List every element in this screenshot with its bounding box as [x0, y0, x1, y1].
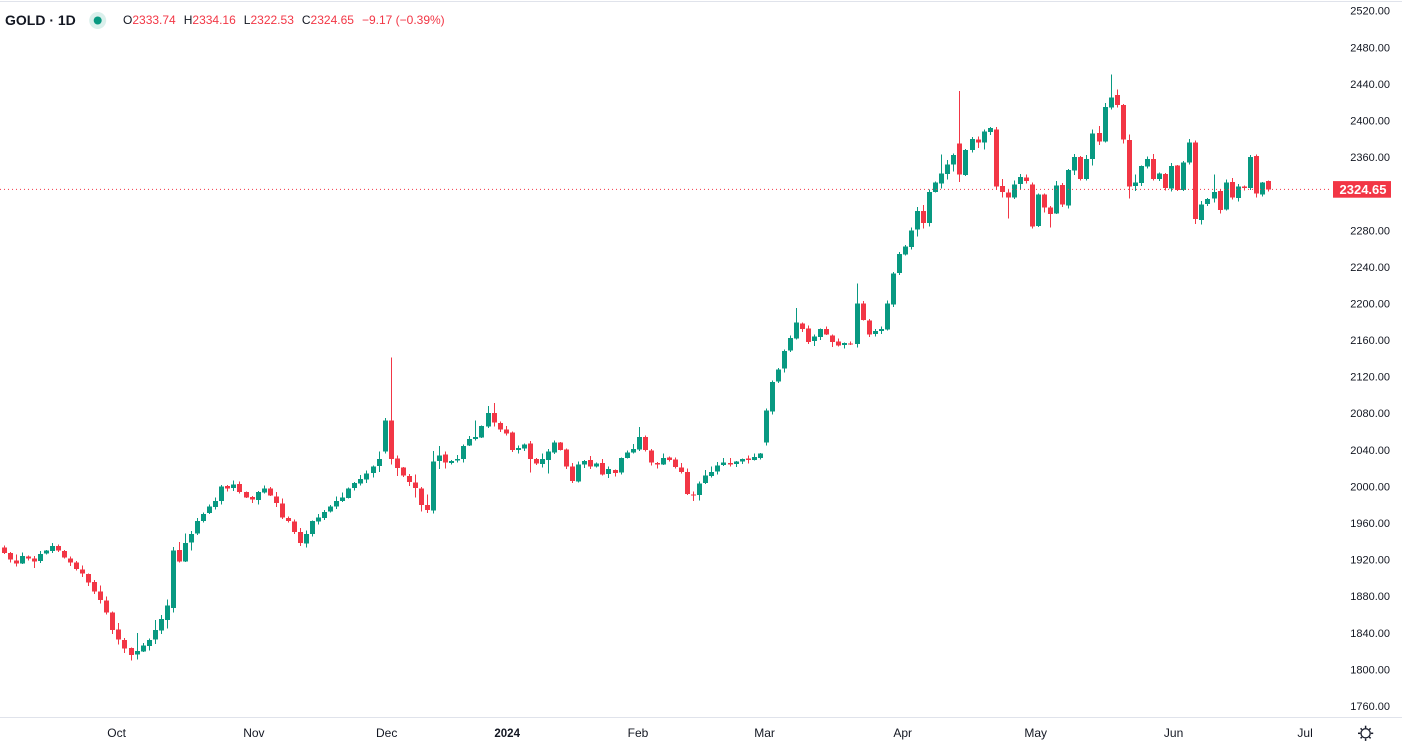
- svg-text:1880.00: 1880.00: [1350, 591, 1390, 603]
- svg-text:2080.00: 2080.00: [1350, 408, 1390, 420]
- svg-text:Mar: Mar: [754, 726, 775, 740]
- svg-text:2324.65: 2324.65: [1340, 182, 1387, 197]
- svg-text:2160.00: 2160.00: [1350, 335, 1390, 347]
- svg-text:Jul: Jul: [1297, 726, 1312, 740]
- svg-text:1960.00: 1960.00: [1350, 518, 1390, 530]
- svg-text:Apr: Apr: [893, 726, 912, 740]
- svg-text:2024: 2024: [494, 728, 520, 740]
- svg-text:2240.00: 2240.00: [1350, 262, 1390, 274]
- svg-text:May: May: [1024, 726, 1047, 740]
- svg-text:2120.00: 2120.00: [1350, 372, 1390, 384]
- svg-text:2200.00: 2200.00: [1350, 299, 1390, 311]
- svg-text:2440.00: 2440.00: [1350, 79, 1390, 91]
- svg-text:1760.00: 1760.00: [1350, 701, 1390, 713]
- svg-text:1840.00: 1840.00: [1350, 628, 1390, 640]
- svg-text:Nov: Nov: [243, 726, 264, 740]
- svg-text:Dec: Dec: [376, 726, 397, 740]
- svg-text:Oct: Oct: [107, 726, 126, 740]
- svg-text:2000.00: 2000.00: [1350, 481, 1390, 493]
- svg-text:2040.00: 2040.00: [1350, 445, 1390, 457]
- svg-text:Jun: Jun: [1164, 726, 1183, 740]
- svg-text:2360.00: 2360.00: [1350, 152, 1390, 164]
- svg-text:2520.00: 2520.00: [1350, 6, 1390, 18]
- svg-text:1920.00: 1920.00: [1350, 555, 1390, 567]
- svg-text:2480.00: 2480.00: [1350, 42, 1390, 54]
- svg-text:2400.00: 2400.00: [1350, 116, 1390, 128]
- svg-text:1800.00: 1800.00: [1350, 664, 1390, 676]
- svg-text:2280.00: 2280.00: [1350, 225, 1390, 237]
- svg-text:GOLD · 1D: GOLD · 1D: [5, 12, 76, 28]
- svg-text:Feb: Feb: [628, 726, 649, 740]
